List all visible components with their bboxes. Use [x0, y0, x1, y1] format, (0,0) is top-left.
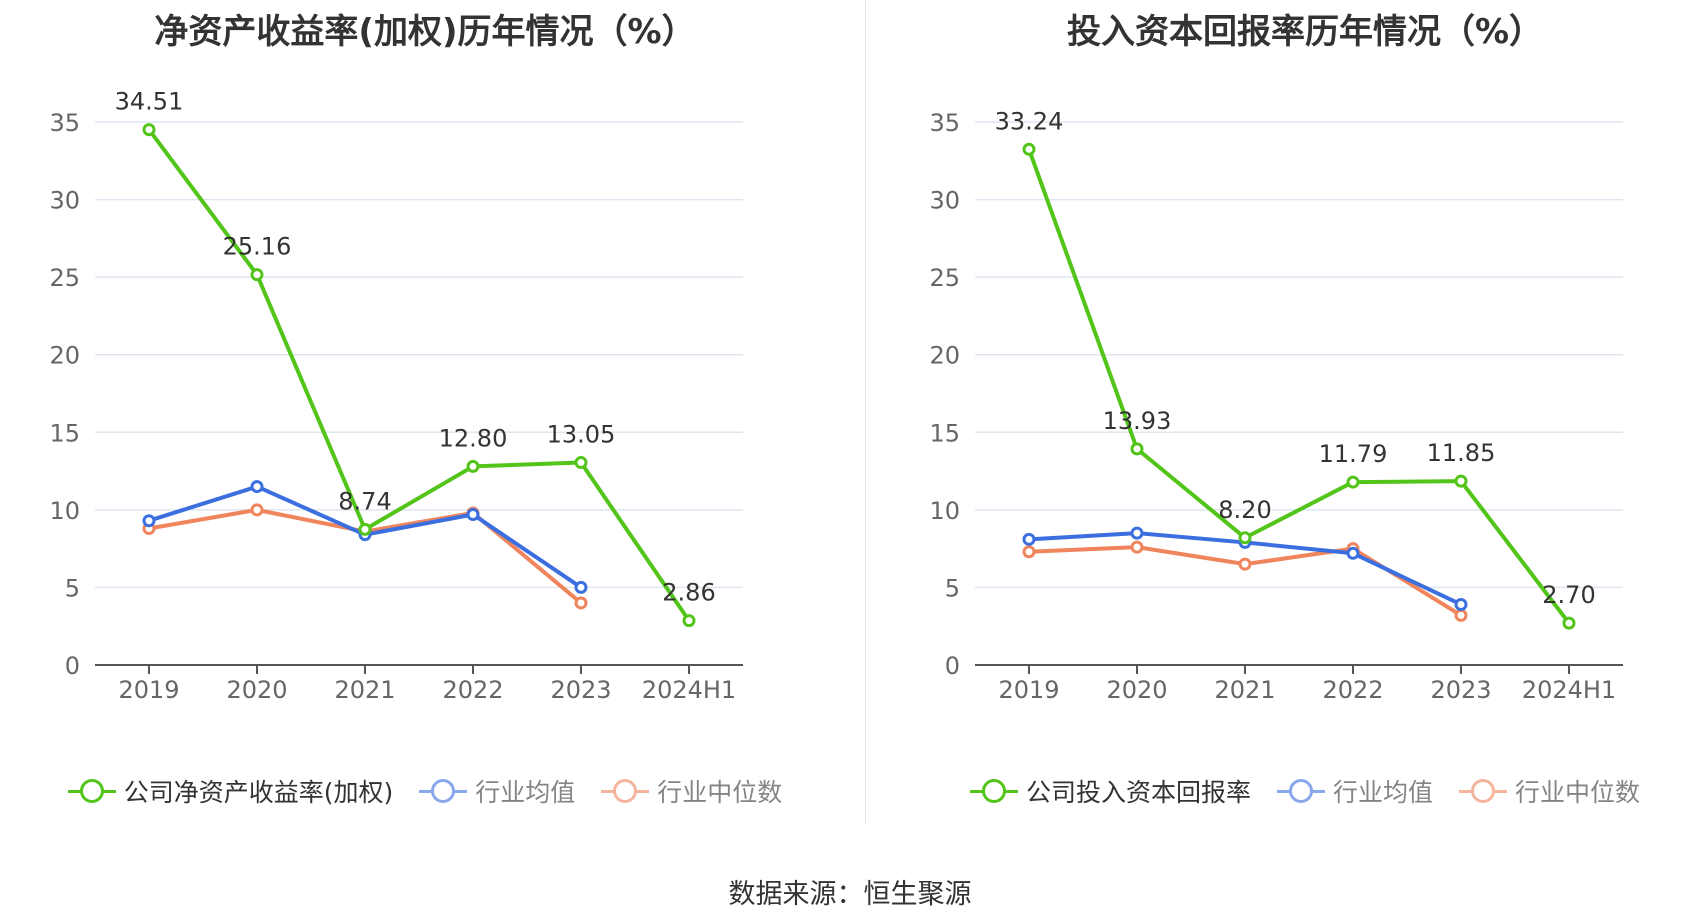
line-chart-roic: 0 5 10 15 20 25 30 35 2019 2020 2021 2022 2023 2024H1… — [929, 107, 1623, 704]
data-point-median — [1238, 557, 1252, 571]
y-tick-label: 25 — [929, 264, 960, 292]
y-tick-label: 15 — [49, 419, 80, 447]
data-label: 34.51 — [115, 88, 184, 116]
legend-item-company[interactable]: 公司投入资本回报率 — [969, 773, 1251, 809]
x-tick-label: 2019 — [118, 676, 179, 704]
data-label: 25.16 — [223, 233, 292, 261]
legend-swatch-icon — [969, 779, 1018, 803]
data-point-company — [1130, 442, 1144, 456]
data-point-company — [574, 456, 588, 470]
data-point-company — [1454, 474, 1468, 488]
chart-panel-roe: 净资产收益率(加权)历年情况（%） 0 5 10 15 20 25 30 35 2019 2020… — [0, 0, 850, 830]
x-tick-label: 2022 — [442, 676, 503, 704]
data-point-median — [1454, 608, 1468, 622]
data-point-company — [1238, 531, 1252, 545]
legend-swatch-icon — [419, 779, 468, 803]
x-tick-label: 2024H1 — [642, 676, 736, 704]
chart-title: 净资产收益率(加权)历年情况（%） — [154, 12, 696, 52]
legend-label: 公司净资产收益率(加权) — [123, 778, 394, 807]
legend-swatch-icon — [601, 779, 650, 803]
data-point-median — [250, 503, 264, 517]
chart-panel-roic: 投入资本回报率历年情况（%） 0 5 10 15 20 25 30 35 2019 2020 202… — [880, 0, 1700, 830]
x-tick-label: 2022 — [1322, 676, 1383, 704]
legend-item-company[interactable]: 公司净资产收益率(加权) — [67, 773, 394, 809]
data-point-company — [1022, 142, 1036, 156]
legend-label: 行业均值 — [1332, 778, 1433, 807]
x-tick-label: 2023 — [1430, 676, 1491, 704]
y-tick-label: 20 — [49, 342, 80, 370]
legend-swatch-icon — [67, 779, 116, 803]
legend-item-median[interactable]: 行业中位数 — [601, 773, 782, 809]
legend-item-median[interactable]: 行业中位数 — [1459, 773, 1640, 809]
y-tick-label: 35 — [929, 109, 960, 137]
series-line-median — [1028, 545, 1463, 618]
data-point-company — [682, 614, 696, 628]
legend-label: 行业均值 — [475, 778, 576, 807]
x-tick-label: 2019 — [998, 676, 1059, 704]
data-point-avg — [250, 480, 264, 494]
data-point-median — [574, 596, 588, 610]
data-source-note: 数据来源：恒生聚源 — [728, 879, 972, 910]
data-label: 11.85 — [1427, 439, 1496, 467]
data-point-avg — [1454, 597, 1468, 611]
x-tick-label: 2021 — [1214, 676, 1275, 704]
x-tick-label: 2024H1 — [1522, 676, 1616, 704]
y-tick-label: 25 — [49, 264, 80, 292]
y-tick-label: 35 — [49, 109, 80, 137]
legend-swatch-icon — [1276, 779, 1325, 803]
data-label: 12.80 — [439, 424, 508, 452]
y-tick-label: 30 — [49, 187, 80, 215]
data-label: 33.24 — [995, 107, 1064, 135]
data-label: 8.74 — [338, 487, 391, 515]
legend-label: 行业中位数 — [1515, 778, 1641, 807]
chart-title: 投入资本回报率历年情况（%） — [1066, 12, 1544, 52]
data-label: 2.86 — [662, 579, 715, 607]
data-point-company — [1562, 616, 1576, 630]
data-point-avg — [574, 580, 588, 594]
data-point-avg — [142, 514, 156, 528]
data-point-company — [358, 522, 372, 536]
y-tick-label: 0 — [65, 652, 80, 680]
x-tick-label: 2021 — [334, 676, 395, 704]
data-point-median — [1130, 540, 1144, 554]
y-tick-label: 10 — [49, 497, 80, 525]
legend-swatch-icon — [1459, 779, 1507, 803]
series-line-company — [1027, 148, 1571, 625]
data-label: 11.79 — [1319, 440, 1388, 468]
y-tick-label: 15 — [929, 419, 960, 447]
legend-item-avg[interactable]: 行业均值 — [419, 773, 575, 809]
legend-label: 行业中位数 — [657, 778, 783, 807]
y-tick-label: 5 — [65, 574, 80, 602]
data-point-company — [1346, 475, 1360, 489]
data-label: 13.93 — [1103, 407, 1172, 435]
data-point-company — [250, 268, 264, 282]
data-point-avg — [1346, 546, 1360, 560]
y-tick-label: 0 — [945, 652, 960, 680]
data-point-avg — [466, 508, 480, 522]
x-tick-label: 2023 — [550, 676, 611, 704]
data-point-company — [466, 459, 480, 473]
x-tick-label: 2020 — [226, 676, 287, 704]
data-point-company — [142, 123, 156, 137]
chart-legend: 公司投入资本回报率 行业均值 行业中位数 — [880, 773, 1700, 809]
data-point-median — [1022, 545, 1036, 559]
data-label: 13.05 — [547, 421, 616, 449]
data-label: 2.70 — [1542, 581, 1595, 609]
data-point-avg — [1022, 532, 1036, 546]
line-chart-roe: 0 5 10 15 20 25 30 35 2019 2020 2021 2022 2023 2024H1… — [49, 88, 743, 704]
y-tick-label: 30 — [929, 187, 960, 215]
legend-item-avg[interactable]: 行业均值 — [1276, 773, 1433, 809]
chart-legend: 公司净资产收益率(加权) 行业均值 行业中位数 — [0, 773, 850, 809]
y-tick-label: 5 — [945, 574, 960, 602]
y-tick-label: 20 — [929, 342, 960, 370]
panel-divider — [865, 0, 866, 825]
series-line-company — [147, 128, 691, 622]
x-tick-label: 2020 — [1106, 676, 1167, 704]
data-point-avg — [1130, 526, 1144, 540]
legend-label: 公司投入资本回报率 — [1025, 778, 1251, 807]
data-label: 8.20 — [1218, 496, 1271, 524]
y-tick-label: 10 — [929, 497, 960, 525]
